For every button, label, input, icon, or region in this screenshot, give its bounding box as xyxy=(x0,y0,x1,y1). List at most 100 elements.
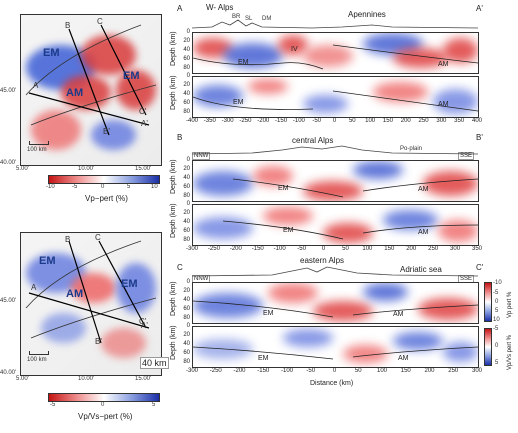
section-a-vp-am: AM xyxy=(438,61,449,68)
section-b-title: central Alps xyxy=(292,136,334,145)
map1-lon-15: 15.00' xyxy=(135,166,152,172)
sectionB-x-tick: 350 xyxy=(471,246,482,252)
section-a-vpvs-am: AM xyxy=(438,101,449,108)
map2-letter-b: B xyxy=(65,235,71,244)
depth-axis-label: Depth (km) xyxy=(170,159,177,194)
section-c-topography xyxy=(192,266,478,277)
depth-tick: 80 xyxy=(183,315,190,321)
section-b-vp-am: AM xyxy=(418,186,429,193)
section-c-vp-em: EM xyxy=(263,310,274,317)
section-b-topography xyxy=(192,145,478,155)
section-a-title-left: W- Alps xyxy=(206,3,234,12)
map2-letter-b-prime: B' xyxy=(95,337,102,346)
map1-label-am: AM xyxy=(66,87,84,99)
depth-tick: 40 xyxy=(183,47,190,53)
section-c-subtitle: Adriatic sea xyxy=(400,265,442,274)
sectionA-x-tick: -300 xyxy=(221,118,234,124)
map2-lon-15: 15.00' xyxy=(135,376,152,382)
section-b-vp-moho xyxy=(232,178,478,198)
depth-tick: 0 xyxy=(186,29,190,35)
sectionA-x-tick: 0 xyxy=(332,118,337,124)
section-c-vpvs-moho xyxy=(193,346,478,360)
sectionB-x-tick: -150 xyxy=(251,246,264,252)
sectionA-x-tick: 400 xyxy=(471,118,482,124)
sectionA-x-tick: -350 xyxy=(203,118,216,124)
section-a-title-right: Apennines xyxy=(348,10,386,19)
section-a-corner-right: A' xyxy=(476,4,483,13)
sectionC-x-tick: -50 xyxy=(306,368,316,374)
depth-axis-label: Depth (km) xyxy=(170,31,177,66)
sectionA-x-tick: 150 xyxy=(382,118,393,124)
depth-tick: 60 xyxy=(183,228,190,234)
map2-lat-45: 45.00' xyxy=(0,298,17,304)
section-c-vpvs-em: EM xyxy=(258,355,269,362)
sectionA-x-tick: 100 xyxy=(365,118,376,124)
section-b-vpvs-em: EM xyxy=(283,227,294,234)
depth-axis-label: Depth (km) xyxy=(170,281,177,316)
depth-tick: 0 xyxy=(186,323,190,329)
sectionC-x-tick: 0 xyxy=(332,368,337,374)
map2-label-am: AM xyxy=(66,288,84,300)
vp-cbar-tick-0: 0 xyxy=(101,184,105,190)
vp-vbar-tick-m5: -5 xyxy=(493,290,499,296)
vpvs-cbar-tick-5: 5 xyxy=(152,402,156,408)
vp-vbar-label: Vp pert % xyxy=(507,291,513,318)
map1-letter-a-prime: A' xyxy=(141,119,148,128)
vp-vbar-tick-5: 5 xyxy=(495,308,499,314)
section-a-vpvs-em: EM xyxy=(233,99,244,106)
map1-lat-40: 40.00' xyxy=(0,160,17,166)
map1-lat-45: 45.00' xyxy=(0,88,17,94)
depth-tick: 60 xyxy=(183,100,190,106)
depth-tick: 0 xyxy=(186,157,190,163)
map2-letter-c-prime: C' xyxy=(139,317,147,326)
depth-tick: 20 xyxy=(183,38,190,44)
vp-vbar-tick-m10: -10 xyxy=(493,280,502,286)
sectionC-x-tick: 100 xyxy=(376,368,387,374)
depth-tick: 40 xyxy=(183,91,190,97)
sectionA-x-tick: -50 xyxy=(312,118,322,124)
sectionA-x-tick: 250 xyxy=(418,118,429,124)
sectionA-x-tick: 350 xyxy=(454,118,465,124)
section-b-vpvs-am: AM xyxy=(418,229,429,236)
vp-vbar-tick-0: 0 xyxy=(495,299,499,305)
sectionC-x-tick: -150 xyxy=(257,368,270,374)
sectionC-x-tick: 150 xyxy=(400,368,411,374)
sectionA-x-tick: -400 xyxy=(185,118,198,124)
map1-scalebar xyxy=(29,141,49,145)
section-c-corner-right: C' xyxy=(476,263,484,272)
section-a-topo-dm: DM xyxy=(262,16,272,22)
sectionB-x-tick: -300 xyxy=(185,246,198,252)
depth-tick: 20 xyxy=(183,166,190,172)
sectionB-x-tick: 50 xyxy=(342,246,349,252)
section-c-x-label: Distance (km) xyxy=(310,380,354,387)
map2-depth-inset: 40 km xyxy=(140,357,169,369)
depth-tick: 0 xyxy=(186,279,190,285)
sectionA-x-tick: 50 xyxy=(348,118,356,124)
sectionA-x-tick: -100 xyxy=(292,118,305,124)
depth-tick: 40 xyxy=(183,175,190,181)
section-a-vp-em: EM xyxy=(238,59,249,66)
section-a-topo-sl: SL xyxy=(245,16,253,22)
section-c-vp-am: AM xyxy=(393,311,404,318)
map2-letter-c: C xyxy=(95,233,101,242)
map1-letter-a: A xyxy=(33,81,39,90)
depth-tick: 0 xyxy=(186,201,190,207)
section-b-corner-left: B xyxy=(177,133,183,142)
depth-tick: 80 xyxy=(183,65,190,71)
depth-tick: 80 xyxy=(183,359,190,365)
section-c-vpvs-am: AM xyxy=(398,355,409,362)
sectionC-x-tick: 300 xyxy=(471,368,482,374)
sectionB-x-tick: 300 xyxy=(450,246,461,252)
sectionB-x-tick: 100 xyxy=(362,246,373,252)
map1-label-em-west: EM xyxy=(43,47,60,59)
sectionB-x-tick: -250 xyxy=(207,246,220,252)
section-c-vp-panel: EM AM xyxy=(192,282,479,324)
section-a-vp-moho xyxy=(193,44,478,70)
depth-tick: 60 xyxy=(183,306,190,312)
vpvs-cbar-tick-0: 0 xyxy=(101,402,105,408)
sectionC-x-tick: 50 xyxy=(354,368,362,374)
section-b-subtitle: Po-plain xyxy=(400,146,423,152)
vpvs-cbar-tick-m5: -5 xyxy=(50,402,56,408)
sectionA-x-tick: 300 xyxy=(436,118,447,124)
map2-letter-a-prime: A' xyxy=(141,321,148,330)
